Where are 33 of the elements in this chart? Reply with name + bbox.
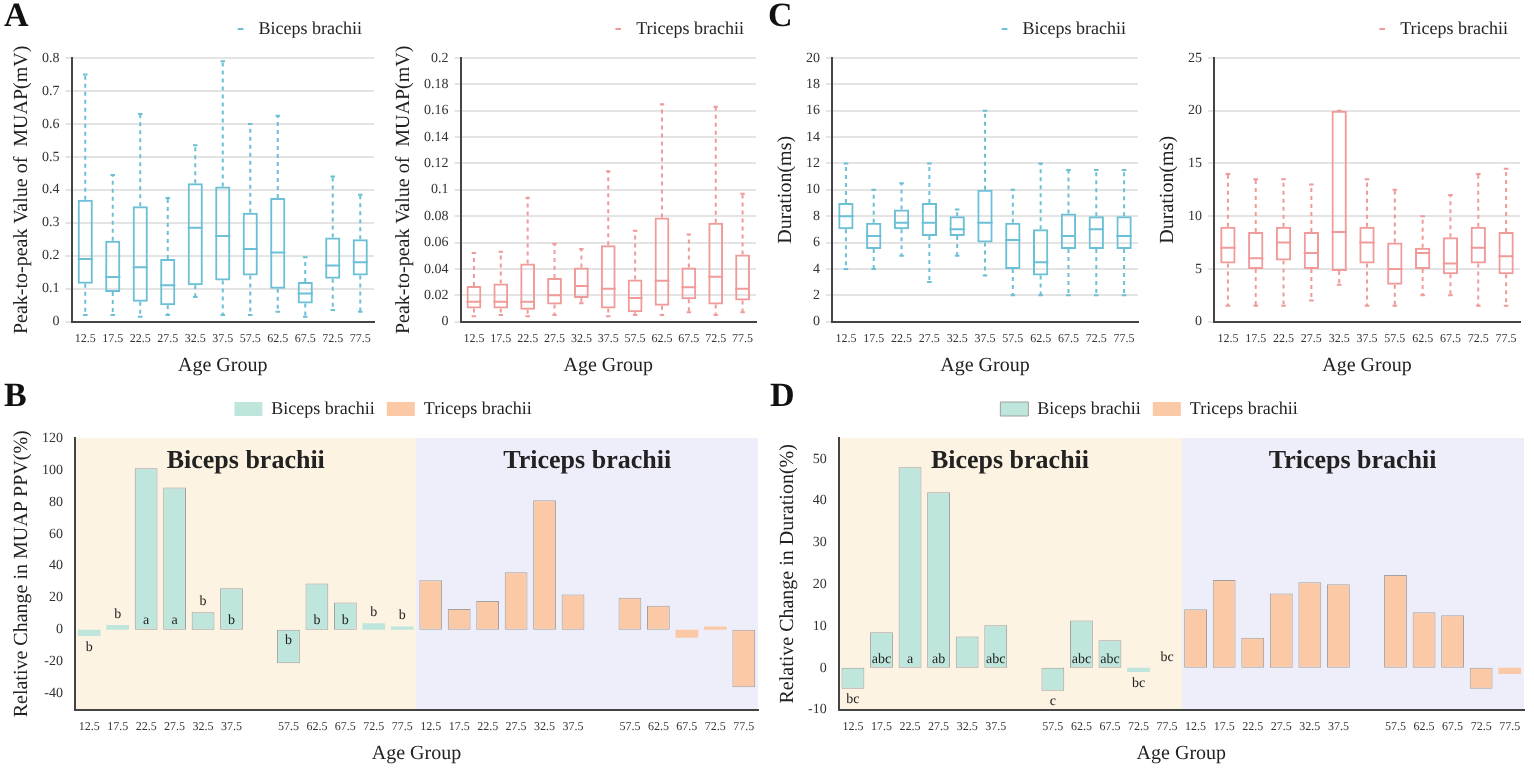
legend-label: Triceps brachii (423, 397, 533, 418)
bar (362, 623, 386, 630)
text: Biceps brachii (166, 444, 325, 474)
y-axis-title: Relative Change in Duration(%) (777, 444, 800, 704)
y-axis-title: Peak-to-peak Value of MUAP(mV) (11, 45, 34, 335)
bar (1498, 667, 1522, 675)
text: Triceps brachii (503, 444, 672, 474)
text: D (770, 376, 795, 416)
legend-label: Biceps brachii (1022, 17, 1127, 38)
x-axis-title: Age Group (563, 355, 653, 378)
legend-label: Triceps brachii (636, 17, 745, 38)
bar (675, 629, 699, 638)
y-axis-title: Duration(ms) (775, 135, 798, 244)
text: C (768, 0, 793, 36)
y-axis-title: Peak-to-peak Value of MUAP(mV) (393, 45, 416, 335)
x-axis-title: Age Group (178, 355, 268, 378)
legend-label: Biceps brachii (258, 17, 363, 38)
y-axis-title: Relative Change in MUAP PPV(%) (11, 430, 34, 718)
x-axis-title: Age Group (371, 743, 462, 766)
x-axis-title: Age Group (1322, 355, 1412, 378)
y-axis-title: Duration(ms) (1157, 135, 1180, 244)
x-axis-title: Age Group (1136, 743, 1227, 766)
text: Triceps brachii (1268, 444, 1437, 474)
legend-label: Biceps brachii (1037, 397, 1142, 418)
x-axis-title: Age Group (940, 355, 1030, 378)
legend-label: Triceps brachii (1189, 397, 1299, 418)
legend-label: Biceps brachii (271, 397, 376, 418)
legend-label: Triceps brachii (1400, 17, 1509, 38)
text: B (4, 376, 27, 416)
text: A (4, 0, 29, 36)
bar (77, 629, 101, 637)
text: Biceps brachii (930, 444, 1090, 474)
bar (106, 624, 130, 630)
